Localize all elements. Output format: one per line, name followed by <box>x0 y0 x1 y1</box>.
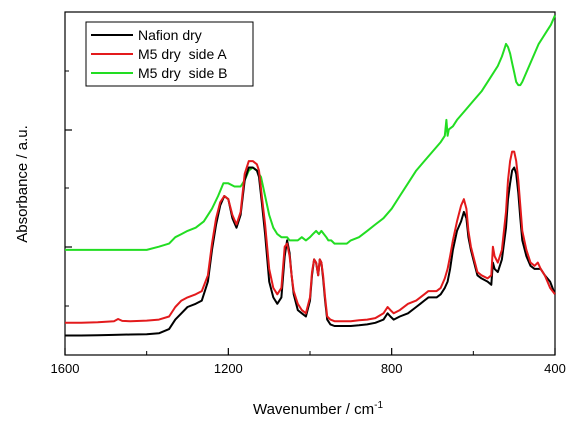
x-axis-label: Wavenumber / cm-1 <box>253 400 383 418</box>
legend-label-m5-side-b: M5 dry side B <box>138 65 227 81</box>
x-tick-label: 400 <box>544 361 566 376</box>
series-line-1 <box>65 150 556 324</box>
x-tick-label: 800 <box>381 361 403 376</box>
series-line-2 <box>65 14 556 251</box>
y-axis-label: Absorbance / a.u. <box>14 125 31 243</box>
x-tick-label: 1600 <box>51 361 80 376</box>
x-tick-label: 1200 <box>214 361 243 376</box>
legend-label-m5-side-a: M5 dry side A <box>138 46 227 62</box>
x-axis-label-superscript: -1 <box>374 400 383 411</box>
series-line-0 <box>65 166 556 337</box>
legend-label-nafion-dry: Nafion dry <box>138 27 202 43</box>
axis-ticks: 1600 1200 800 400 <box>51 70 566 376</box>
legend: Nafion dry M5 dry side A M5 dry side B <box>85 21 254 87</box>
series-layer <box>65 14 556 337</box>
